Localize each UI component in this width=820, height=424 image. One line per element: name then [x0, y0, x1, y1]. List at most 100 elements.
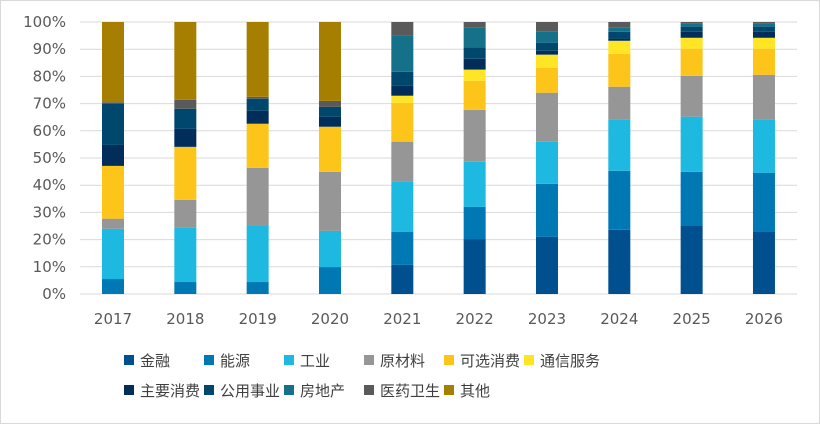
- bar-segment: [246, 98, 269, 111]
- bar-segment: [391, 231, 414, 265]
- bar-segment: [463, 69, 486, 81]
- bar-segment: [174, 99, 197, 109]
- bar-segment: [102, 22, 124, 103]
- legend-swatch: [204, 355, 214, 365]
- bar-segment: [463, 27, 486, 48]
- bar-segment: [535, 54, 558, 68]
- bar-segment: [246, 22, 269, 97]
- legend-item: 其他: [444, 380, 524, 400]
- legend-swatch: [284, 355, 294, 365]
- bar-segment: [752, 48, 775, 75]
- bar-segment: [391, 22, 414, 36]
- bar-segment: [535, 183, 558, 237]
- bar-segment: [102, 165, 124, 219]
- legend-swatch: [204, 385, 214, 395]
- bar-segment: [752, 172, 775, 232]
- y-tick-label: 60%: [33, 122, 66, 140]
- legend-label: 可选消费: [460, 351, 521, 370]
- x-tick-label: 2019: [239, 310, 277, 328]
- bar-segment: [752, 23, 775, 27]
- bar-segment: [535, 141, 558, 184]
- bar-segment: [391, 35, 414, 72]
- bar-segment: [174, 22, 197, 100]
- bar-segment: [246, 123, 269, 168]
- bar-segment: [102, 279, 124, 294]
- bar-segment: [608, 119, 631, 171]
- bar-segment: [680, 226, 703, 294]
- bar-segment: [246, 226, 269, 283]
- bar-segment: [463, 206, 486, 240]
- y-tick-label: 100%: [23, 13, 66, 31]
- bar-segment: [174, 227, 197, 283]
- bar-segment: [102, 103, 124, 145]
- legend-label: 房地产: [300, 381, 346, 400]
- bar-segment: [535, 67, 558, 93]
- bar-segment: [318, 171, 341, 231]
- legend-item: 能源: [204, 350, 284, 370]
- bar-segment: [680, 171, 703, 226]
- y-tick-label: 50%: [33, 149, 66, 167]
- legend-item: 主要消费: [124, 380, 204, 400]
- bar-segment: [174, 108, 197, 129]
- legend-label: 主要消费: [140, 381, 201, 400]
- bar-segment: [391, 102, 414, 142]
- bar-segment: [535, 50, 558, 55]
- bar-segment: [752, 119, 775, 173]
- bar-segment: [463, 22, 486, 28]
- y-tick-label: 0%: [42, 285, 66, 303]
- legend-label: 原材料: [380, 351, 426, 370]
- bar-segment: [608, 22, 631, 28]
- bar-segment: [608, 40, 631, 54]
- bar-segment: [535, 22, 558, 32]
- x-tick-label: 2017: [94, 310, 132, 328]
- bar-segment: [463, 58, 486, 70]
- bar-segment: [318, 106, 341, 117]
- legend-label: 医药卫生: [380, 381, 441, 400]
- bar-segment: [391, 85, 414, 96]
- x-tick-label: 2025: [673, 310, 711, 328]
- legend-swatch: [124, 355, 134, 365]
- bar-segment: [608, 38, 631, 41]
- bar-segment: [608, 27, 631, 32]
- legend-item: 通信服务: [524, 350, 604, 370]
- legend-item: 工业: [284, 350, 364, 370]
- x-tick-label: 2021: [383, 310, 421, 328]
- y-tick-label: 20%: [33, 231, 66, 249]
- bar-segment: [608, 31, 631, 39]
- bar-segment: [752, 37, 775, 49]
- bar-segment: [680, 116, 703, 172]
- bar-segment: [391, 181, 414, 232]
- legend-swatch: [284, 385, 294, 395]
- bar-segment: [680, 31, 703, 38]
- bar-segment: [391, 141, 414, 182]
- x-tick-label: 2026: [745, 310, 783, 328]
- bar-segment: [102, 218, 124, 229]
- y-tick-label: 30%: [33, 203, 66, 221]
- bar-segment: [752, 26, 775, 32]
- legend-swatch: [364, 355, 374, 365]
- bar-segment: [102, 144, 124, 166]
- legend-swatch: [524, 355, 534, 365]
- bar-segment: [174, 128, 197, 147]
- legend-swatch: [364, 385, 374, 395]
- x-tick-label: 2018: [166, 310, 204, 328]
- bar-segment: [318, 267, 341, 294]
- bar-segment: [680, 23, 703, 27]
- bar-segment: [535, 236, 558, 294]
- bar-segment: [535, 42, 558, 51]
- y-tick-label: 90%: [33, 40, 66, 58]
- bar-segment: [246, 96, 269, 99]
- legend-label: 通信服务: [540, 351, 601, 370]
- x-tick-label: 2022: [456, 310, 494, 328]
- legend-label: 能源: [220, 351, 251, 370]
- bar-segment: [391, 264, 414, 294]
- bar-segment: [752, 74, 775, 120]
- bar-segment: [463, 109, 486, 162]
- legend-swatch: [124, 385, 134, 395]
- bar-segment: [752, 22, 775, 24]
- legend-label: 其他: [460, 381, 491, 400]
- bar-segment: [318, 126, 341, 172]
- bar-segment: [246, 282, 269, 294]
- legend-label: 工业: [300, 351, 331, 370]
